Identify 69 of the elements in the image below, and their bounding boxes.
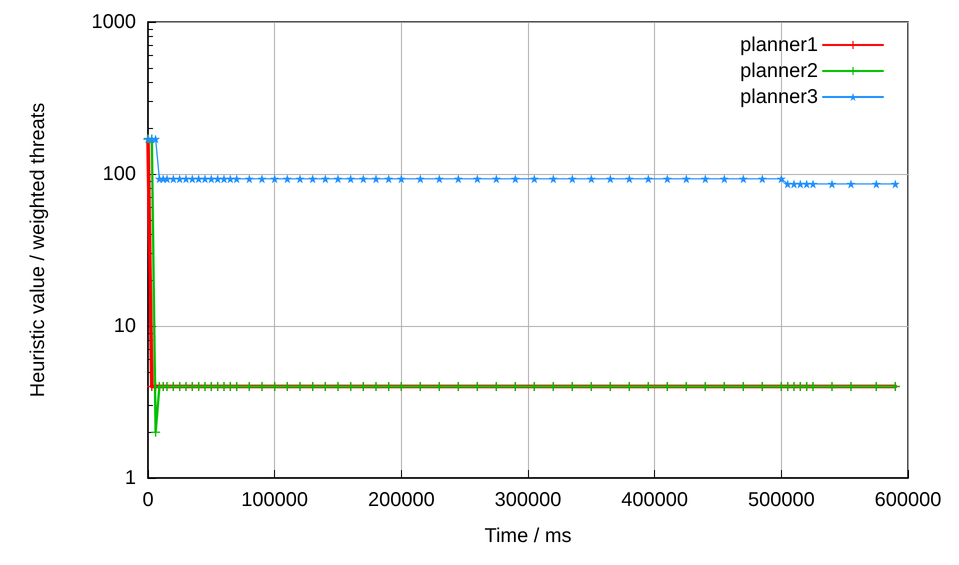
- point: [872, 179, 881, 188]
- point: [175, 174, 184, 184]
- point: [182, 174, 190, 184]
- point: [220, 174, 228, 184]
- point: [796, 179, 805, 188]
- point: [434, 174, 444, 184]
- point: [346, 174, 356, 184]
- y-tick-label: 10: [114, 315, 136, 337]
- point: [776, 174, 786, 184]
- point: [662, 174, 672, 184]
- point: [384, 174, 394, 184]
- point: [682, 174, 691, 184]
- x-tick-label: 600000: [874, 489, 942, 511]
- point: [194, 174, 204, 184]
- point: [846, 179, 856, 188]
- x-tick-label: 400000: [621, 489, 688, 511]
- point: [454, 174, 463, 184]
- legend-label: planner3: [740, 86, 818, 108]
- point: [790, 179, 798, 188]
- y-axis-title: Heuristic value / weighted threats: [27, 102, 49, 398]
- point: [296, 174, 304, 184]
- point: [548, 174, 558, 184]
- y-tick-label: 100: [102, 163, 136, 185]
- point: [270, 174, 280, 184]
- point: [358, 174, 368, 184]
- point: [213, 174, 222, 184]
- point: [200, 174, 210, 184]
- point: [492, 174, 501, 184]
- x-tick-label: 0: [142, 489, 154, 511]
- x-tick-label: 100000: [241, 489, 308, 511]
- point: [624, 174, 634, 184]
- x-tick-label: 200000: [368, 489, 435, 511]
- point: [416, 174, 425, 184]
- point: [700, 174, 710, 184]
- point: [232, 174, 242, 184]
- point: [188, 174, 197, 184]
- y-tick-label: 1000: [92, 11, 136, 33]
- point: [644, 174, 653, 184]
- point: [472, 174, 482, 184]
- point: [168, 174, 178, 184]
- point: [890, 179, 900, 188]
- point: [206, 174, 216, 184]
- point: [530, 174, 539, 184]
- legend-label: planner1: [740, 34, 818, 56]
- x-tick-label: 300000: [494, 489, 562, 511]
- point: [226, 174, 235, 184]
- point: [396, 174, 406, 184]
- point: [244, 174, 254, 184]
- point: [586, 174, 596, 184]
- point: [372, 174, 380, 184]
- point: [738, 174, 748, 184]
- point: [308, 174, 318, 184]
- y-tick-label: 1: [124, 467, 136, 489]
- point: [568, 174, 577, 184]
- point: [783, 179, 792, 188]
- point: [282, 174, 292, 184]
- point: [720, 174, 729, 184]
- legend-label: planner2: [740, 60, 818, 82]
- point: [510, 174, 520, 184]
- point: [334, 174, 342, 184]
- point: [808, 179, 818, 188]
- point: [828, 179, 836, 188]
- x-tick-label: 500000: [748, 489, 815, 511]
- x-axis-title: Time / ms: [484, 525, 572, 547]
- point: [258, 174, 266, 184]
- point: [802, 179, 812, 188]
- point: [758, 174, 767, 184]
- point: [606, 174, 615, 184]
- point: [320, 174, 330, 184]
